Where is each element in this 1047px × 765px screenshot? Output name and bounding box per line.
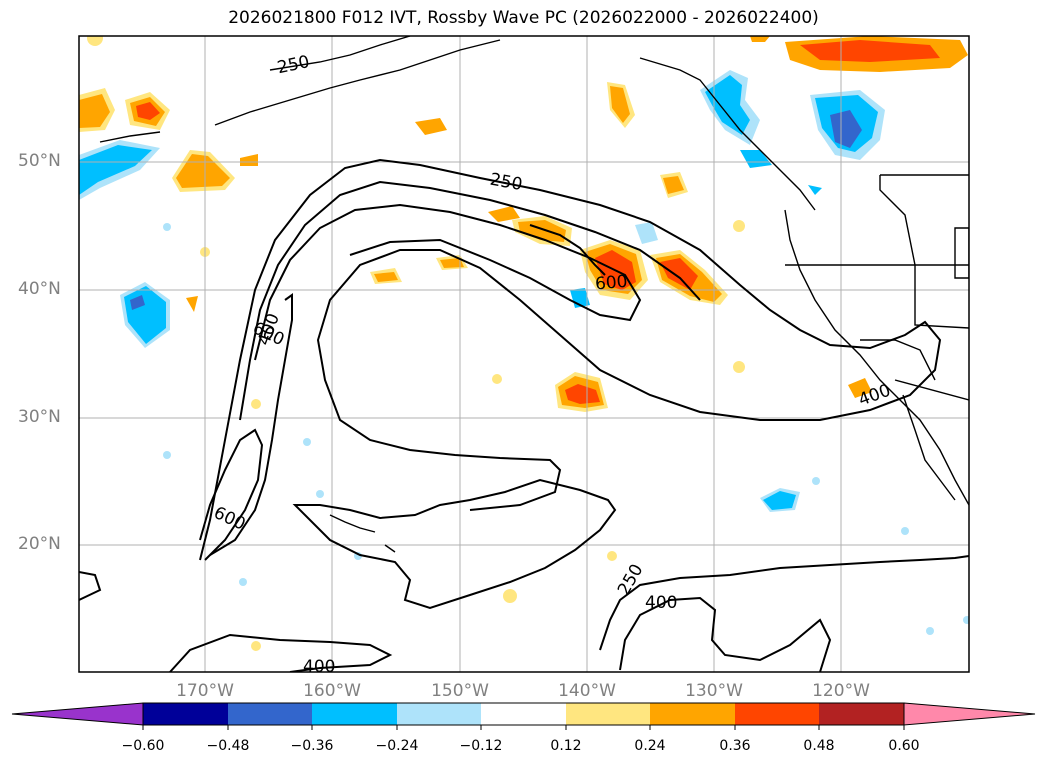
contour-250-bottom — [292, 478, 617, 610]
lon-label: 160°W — [303, 681, 361, 701]
contour-600-inner — [529, 224, 606, 276]
colorbar-tick-label: 0.24 — [634, 738, 666, 754]
lat-label: 30°N — [18, 407, 61, 427]
colorbar-tick-label: −0.60 — [121, 738, 165, 754]
colorbar-segment — [228, 703, 312, 725]
colorbar-segment — [735, 703, 819, 725]
colorbar-segment — [819, 703, 904, 725]
map-frame-border — [78, 35, 970, 673]
lon-label: 140°W — [558, 681, 616, 701]
colorbar-segment — [312, 703, 397, 725]
contour-label: 600 — [594, 272, 628, 295]
lon-label: 150°W — [431, 681, 489, 701]
lat-label: 40°N — [18, 279, 61, 299]
lat-lon-grid — [79, 36, 969, 672]
colorbar-tick-label: −0.12 — [459, 738, 503, 754]
colorbar-segment — [566, 703, 650, 725]
contour-400-bottom — [619, 596, 832, 672]
contour-600-left — [199, 428, 264, 561]
anomaly-fill-blobs — [79, 36, 969, 651]
colorbar-tick-label: −0.48 — [206, 738, 250, 754]
contour-400-bottom-left — [169, 633, 393, 672]
lon-label: 170°W — [176, 681, 234, 701]
contour-label: 400 — [645, 593, 677, 613]
lat-label: 50°N — [18, 151, 61, 171]
colorbar-tick-label: −0.24 — [375, 738, 419, 754]
coastlines — [99, 36, 969, 553]
contour-400 — [239, 180, 701, 421]
colorbar-right-arrow — [903, 702, 1036, 726]
colorbar-segment — [143, 703, 228, 725]
contour-600-jet — [254, 203, 642, 361]
map-title: 2026021800 F012 IVT, Rossby Wave PC (202… — [228, 8, 819, 28]
contour-label: 400 — [303, 657, 335, 677]
colorbar-tick-label: 0.60 — [888, 738, 920, 754]
lon-label: 130°W — [685, 681, 743, 701]
colorbar-tick-label: 0.48 — [803, 738, 835, 754]
contour-label-group: 250 250 400 600 600 600 400 250 400 400 — [211, 52, 894, 677]
contour-250-right — [599, 555, 969, 651]
colorbar-tick-label: −0.36 — [290, 738, 334, 754]
colorbar — [11, 702, 1036, 730]
contour-250-outer — [199, 158, 942, 561]
colorbar-left-arrow — [11, 702, 144, 726]
colorbar-segment — [481, 703, 566, 725]
colorbar-tick-label: 0.12 — [550, 738, 582, 754]
colorbar-tick-label: 0.36 — [719, 738, 751, 754]
lon-label: 120°W — [812, 681, 870, 701]
colorbar-segment — [397, 703, 481, 725]
contour-400-left — [209, 293, 293, 556]
ivt-contours — [79, 158, 969, 672]
contour-left-edge — [79, 571, 102, 601]
colorbar-segment — [650, 703, 735, 725]
lat-label: 20°N — [18, 534, 61, 554]
